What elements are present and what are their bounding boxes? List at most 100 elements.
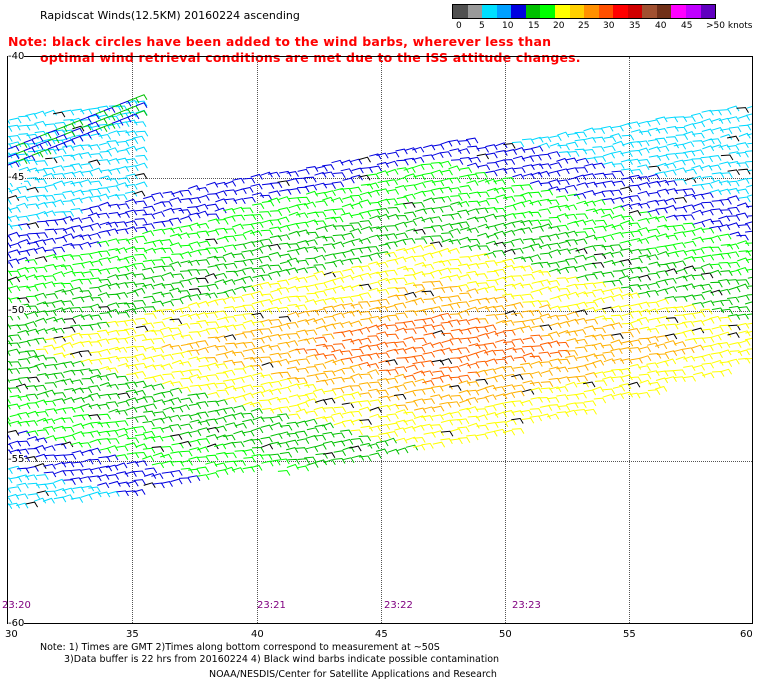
wind-barb — [26, 465, 39, 472]
wind-barb — [422, 317, 435, 324]
wind-barb — [97, 268, 111, 275]
wind-barb — [286, 463, 299, 470]
wind-barb — [106, 464, 119, 471]
wind-barb — [512, 220, 526, 226]
wind-barb — [241, 186, 254, 193]
wind-barb — [216, 469, 229, 475]
wind-barb — [620, 340, 634, 347]
wind-barb — [126, 480, 139, 487]
wind-barb — [116, 140, 130, 147]
wind-barb — [485, 225, 498, 232]
wind-barb — [117, 400, 130, 407]
wind-barb — [8, 161, 20, 168]
wind-barb — [27, 447, 40, 454]
wind-barb — [36, 301, 49, 308]
wind-barb — [358, 406, 372, 413]
wind-barb — [630, 266, 643, 273]
wind-barb — [25, 113, 38, 119]
wind-barb — [692, 256, 705, 263]
wind-barb — [727, 144, 740, 151]
wind-barb — [430, 295, 443, 302]
wind-barb — [45, 408, 58, 415]
wind-barb — [17, 440, 31, 447]
wind-barb — [207, 213, 220, 220]
wind-barb — [215, 190, 228, 197]
wind-barb — [440, 140, 453, 147]
wind-barb — [89, 491, 102, 498]
wind-barb — [468, 191, 482, 198]
wind-barb — [377, 378, 390, 384]
wind-barb — [540, 381, 554, 387]
wind-barb — [97, 375, 110, 382]
wind-barb — [440, 383, 453, 390]
longitude-label: 60 — [740, 629, 753, 640]
wind-barb — [44, 338, 57, 344]
wind-barb — [603, 223, 616, 230]
wind-barb — [709, 235, 722, 242]
wind-barb — [404, 310, 418, 317]
wind-barb — [54, 408, 67, 414]
wind-barb — [43, 281, 56, 288]
wind-barb — [18, 223, 31, 229]
wind-barb — [45, 316, 58, 323]
wind-barb — [277, 306, 291, 313]
wind-barb — [747, 322, 752, 325]
wind-barb — [646, 362, 659, 369]
wind-barb — [152, 275, 165, 282]
wind-barb — [486, 187, 500, 194]
wind-barb — [277, 458, 290, 465]
wind-barb — [206, 321, 220, 328]
wind-barb — [35, 160, 49, 166]
wind-barb — [412, 354, 425, 361]
wind-barb — [448, 139, 461, 146]
wind-barb — [36, 417, 49, 424]
wind-barb — [33, 444, 46, 451]
wind-barb — [43, 302, 56, 309]
wind-barb — [26, 436, 40, 442]
wind-barb — [124, 111, 137, 118]
wind-barb — [90, 421, 104, 428]
wind-barb — [35, 201, 48, 208]
wind-barb — [477, 245, 491, 252]
wind-barb — [207, 264, 220, 271]
wind-barb — [701, 290, 715, 296]
wind-barb — [359, 419, 372, 425]
wind-barb — [323, 370, 336, 377]
wind-barb — [89, 205, 102, 212]
wind-barb — [341, 274, 354, 281]
wind-barb — [153, 265, 166, 272]
wind-barb — [54, 436, 67, 443]
wind-barb — [484, 394, 497, 401]
wind-barb — [297, 319, 310, 325]
wind-barb — [539, 243, 552, 250]
wind-barb — [367, 246, 380, 252]
wind-barb — [746, 294, 752, 296]
wind-barb — [197, 446, 210, 453]
wind-barb — [153, 247, 167, 254]
wind-barb — [682, 329, 695, 336]
wind-barb — [61, 254, 75, 260]
wind-barb — [466, 227, 480, 234]
colorbar-swatch — [511, 5, 526, 18]
wind-barb — [539, 252, 553, 259]
wind-barb — [349, 257, 362, 264]
wind-barb — [683, 355, 696, 362]
wind-barb — [53, 317, 66, 324]
wind-barb — [171, 370, 185, 377]
wind-barb — [414, 238, 428, 245]
wind-barb — [98, 438, 112, 444]
wind-barb — [61, 282, 74, 289]
wind-barb — [467, 238, 481, 245]
wind-barb — [411, 244, 425, 251]
wind-barb — [133, 470, 146, 477]
wind-barb — [252, 347, 265, 353]
wind-barb — [387, 422, 401, 429]
wind-barb — [70, 497, 84, 503]
wind-barb — [513, 366, 526, 373]
wind-barb — [503, 341, 516, 347]
wind-barb — [323, 208, 337, 215]
wind-barb — [628, 158, 641, 165]
wind-barb — [486, 279, 499, 286]
wind-barb — [405, 400, 418, 407]
wind-barb — [116, 420, 129, 427]
